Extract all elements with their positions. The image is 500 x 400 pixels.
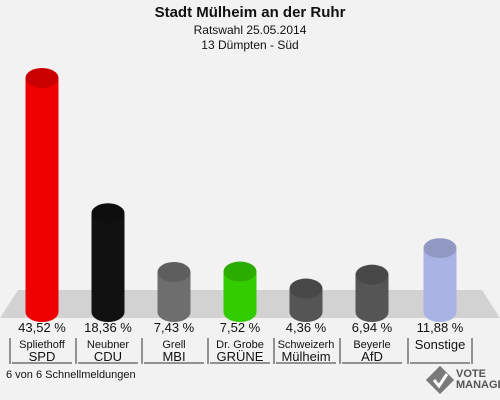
bar-body: [25, 77, 59, 323]
bar-cap: [355, 264, 389, 285]
bar-body: [157, 272, 191, 322]
district-label: 13 Dümpten - Süd: [201, 38, 299, 52]
candidate-label: Neubner: [87, 339, 130, 351]
bar-cap: [91, 203, 125, 224]
value-label: 18,36 %: [84, 320, 132, 335]
bar-mbi: [157, 262, 191, 322]
bar-body: [423, 248, 457, 322]
party-label: Mülheim: [281, 349, 330, 364]
candidate-label: Beyerle: [353, 339, 390, 351]
bar-cap: [25, 67, 59, 88]
bar-cap: [423, 238, 457, 259]
bar-sonstige: [423, 238, 457, 322]
candidate-label: Schweizerh: [278, 339, 335, 351]
bar-cdu: [91, 203, 125, 322]
logo-line-1: VOTE: [456, 368, 486, 380]
bar-cap: [289, 278, 323, 299]
bar-body: [91, 213, 125, 322]
bar-mülheim: [289, 278, 323, 322]
value-label: 11,88 %: [417, 320, 464, 335]
bar-cap: [157, 262, 191, 283]
value-label: 7,43 %: [154, 320, 195, 335]
party-label: SPD: [29, 349, 56, 364]
value-label: 43,52 %: [18, 320, 66, 335]
party-label: GRÜNE: [217, 349, 264, 364]
value-label: 4,36 %: [286, 320, 327, 335]
party-label: MBI: [162, 349, 185, 364]
bar-body: [223, 271, 257, 322]
candidate-label: Grell: [162, 339, 185, 351]
bar-cap: [223, 261, 257, 282]
page-title: Stadt Mülheim an der Ruhr: [154, 4, 346, 21]
bar-spd: [25, 67, 59, 323]
bar-afd: [355, 264, 389, 322]
candidate-label: Spliethoff: [19, 339, 66, 351]
candidate-label: Dr. Grobe: [216, 339, 264, 351]
logo-wordmark: VOTE MANAGER: [456, 369, 500, 391]
status-footer: 6 von 6 Schnellmeldungen: [6, 369, 136, 381]
election-subtitle: Ratswahl 25.05.2014: [193, 23, 307, 37]
party-label: CDU: [94, 349, 122, 364]
value-label: 6,94 %: [352, 320, 393, 335]
value-label: 7,52 %: [220, 320, 261, 335]
votemanager-logo-icon: [426, 366, 455, 395]
logo-line-2: MANAGER: [456, 379, 500, 391]
party-label: Sonstige: [415, 337, 466, 352]
bar-body: [355, 274, 389, 322]
party-label: AfD: [361, 349, 383, 364]
bar-grüne: [223, 261, 257, 322]
